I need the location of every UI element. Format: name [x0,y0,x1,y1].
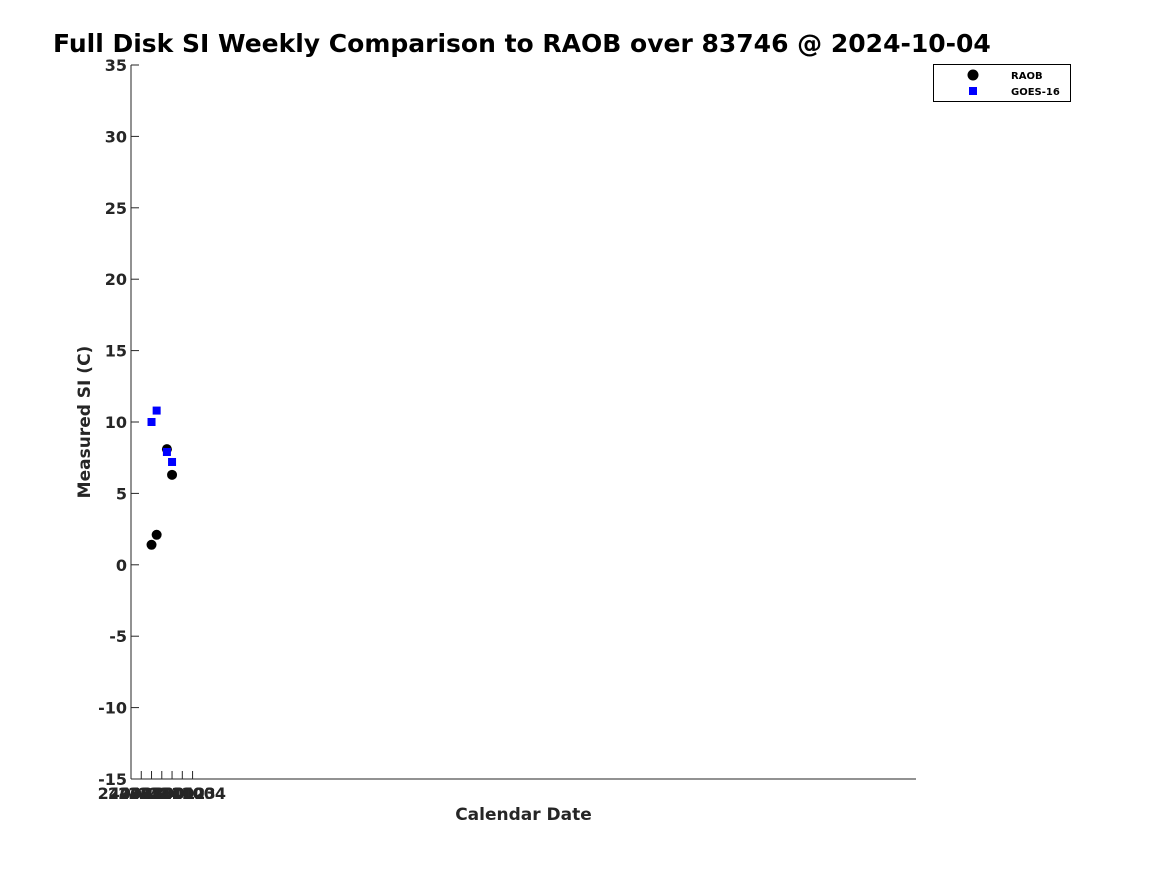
legend: RAOB GOES-16 [933,64,1071,102]
y-tick-label: 15 [105,342,127,361]
y-tick-label: 30 [105,127,127,146]
goes16-point [152,406,161,415]
x-tick-label: 240930 [118,784,185,803]
x-tick-label: 241004 [159,784,226,803]
data-points [146,406,178,550]
raob-point [146,539,157,550]
legend-raob-marker [967,69,979,81]
x-axis-label: Calendar Date [455,805,592,825]
x-tick-label: 240928 [98,784,165,803]
y-tick-label: 20 [105,270,127,289]
x-tick-label: 241001 [128,784,195,803]
y-tick-label: -10 [98,699,127,718]
y-tick-label: 0 [116,556,127,575]
raob-point [167,469,178,480]
y-axis-label: Measured SI (C) [75,346,95,499]
legend-label: RAOB [1011,71,1043,82]
y-tick-label: 5 [116,484,127,503]
axes [130,65,916,780]
goes16-point [147,418,156,426]
legend-items: RAOB GOES-16 [967,69,1060,98]
y-tick-label: 25 [105,199,127,218]
goes16-point [168,457,177,466]
chart-title: Full Disk SI Weekly Comparison to RAOB o… [53,29,991,58]
x-ticks: 2409282409292409302410012410022410032410… [98,771,226,803]
y-tick-label: 10 [105,413,127,432]
legend-label: GOES-16 [1011,87,1060,98]
y-tick-label: -5 [109,627,127,646]
x-tick-label: 240929 [108,784,175,803]
x-tick-label: 241002 [139,784,206,803]
legend-goes16-marker [969,87,977,95]
y-tick-label: -15 [98,770,127,789]
legend-box [933,64,1071,102]
y-ticks: -15 -10 -5 0 5 10 15 20 25 30 35 [98,56,139,789]
y-tick-label: 35 [105,56,127,75]
raob-point [151,529,162,540]
x-tick-label: 241003 [149,784,216,803]
goes16-point [162,447,171,456]
